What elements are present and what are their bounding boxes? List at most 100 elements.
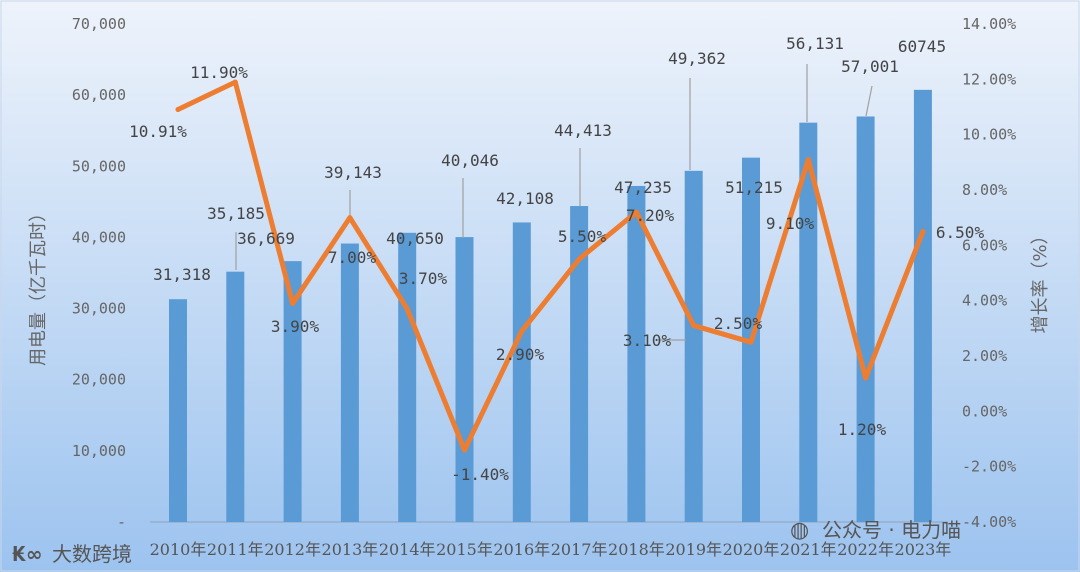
- y2-tick-label: 14.00%: [962, 15, 1016, 33]
- x-tick-label: 2014年: [379, 540, 436, 559]
- line-data-label: 7.20%: [626, 206, 675, 225]
- leader-lines: [235, 64, 873, 341]
- growth-point-2018年: [633, 209, 639, 215]
- line-data-label: 11.90%: [190, 63, 248, 82]
- y2-tick-label: 0.00%: [962, 402, 1007, 420]
- y2-tick-label: 4.00%: [962, 292, 1007, 310]
- y-tick-label: 60,000: [72, 86, 126, 104]
- y-tick-label: 20,000: [72, 371, 126, 389]
- growth-point-2013年: [347, 215, 353, 221]
- watermark-right-text: 公众号 · 电力喵: [822, 518, 961, 542]
- bar-2021年: [799, 122, 818, 522]
- watermark-left: ₭∞ 大数跨境: [12, 542, 132, 566]
- bar-data-label: 35,185: [207, 204, 265, 223]
- y-tick-label: 40,000: [72, 228, 126, 246]
- growth-point-2010年: [175, 106, 181, 112]
- y2-tick-label: -4.00%: [962, 513, 1016, 531]
- bar-data-label: 42,108: [496, 189, 554, 208]
- bar-2016年: [512, 222, 531, 523]
- bar-2012年: [283, 261, 302, 522]
- bar-data-label: 60745: [898, 37, 946, 56]
- bar-data-label: 57,001: [841, 57, 899, 76]
- growth-point-2021年: [805, 157, 811, 163]
- bar-data-label: 39,143: [324, 163, 382, 182]
- growth-point-2012年: [290, 300, 296, 306]
- growth-point-2022年: [863, 375, 869, 381]
- line-data-label: 3.10%: [623, 331, 672, 350]
- bar-2022年: [856, 116, 875, 522]
- bar-data-label: 36,669: [237, 229, 295, 248]
- bar-2023年: [913, 89, 932, 522]
- y2-tick-label: 12.00%: [962, 70, 1016, 88]
- ticks: - 10,000 20,000 30,000 40,000 50,000 60,000 70,…: [72, 15, 1016, 559]
- y2-tick-label: 2.00%: [962, 347, 1007, 365]
- y2-tick-label: 6.00%: [962, 236, 1007, 254]
- x-tick-label: 2022年: [837, 540, 894, 559]
- growth-rate-line: [175, 79, 926, 453]
- bar-data-label: 40,046: [441, 151, 499, 170]
- x-tick-label: 2020年: [723, 540, 780, 559]
- wechat-icon: ◍: [790, 518, 809, 543]
- bar-2017年: [570, 206, 589, 522]
- bar-data-label: 31,318: [153, 265, 211, 284]
- y-axis-title: 用电量（亿千瓦时）: [28, 204, 49, 366]
- y-tick-label: 50,000: [72, 157, 126, 175]
- line-data-label: 1.20%: [838, 420, 887, 439]
- x-tick-label: 2017年: [551, 540, 608, 559]
- growth-point-2015年: [462, 447, 467, 453]
- bar-data-label: 51,215: [725, 178, 783, 197]
- watermark-logo-icon: ₭∞: [12, 542, 43, 566]
- x-tick-label: 2010年: [150, 540, 207, 559]
- growth-point-2016年: [519, 328, 525, 334]
- data-labels: 31,318 35,185 36,669 39,143 40,650 40,046 42,1…: [129, 34, 984, 484]
- line-data-label: 5.50%: [558, 227, 607, 246]
- y2-tick-label: -2.00%: [962, 458, 1016, 476]
- x-tick-label: 2021年: [780, 540, 837, 559]
- line-data-label: -1.40%: [451, 465, 509, 484]
- line-data-label: 3.90%: [271, 317, 320, 336]
- x-tick-label: 2012年: [264, 540, 321, 559]
- growth-point-2023年: [920, 229, 926, 234]
- line-data-label: 2.90%: [496, 345, 545, 364]
- x-tick-label: 2016年: [493, 540, 550, 559]
- bar-data-label: 40,650: [386, 229, 444, 248]
- line-data-label: 2.50%: [714, 314, 763, 333]
- bar-2019年: [684, 170, 703, 522]
- x-tick-label: 2011年: [207, 540, 264, 559]
- line-layer: [175, 79, 926, 453]
- watermark-right: ◍ 公众号 · 电力喵: [790, 518, 961, 543]
- x-tick-label: 2013年: [322, 540, 379, 559]
- x-tick-label: 2018年: [608, 540, 665, 559]
- y2-tick-label: 8.00%: [962, 181, 1007, 199]
- x-tick-label: 2019年: [665, 540, 722, 559]
- y2-axis-title: 增长率（%）: [1030, 226, 1051, 333]
- x-tick-label: 2023年: [895, 540, 952, 559]
- x-tick-label: 2015年: [436, 540, 493, 559]
- line-data-label: 3.70%: [399, 269, 448, 288]
- bar-2018年: [627, 185, 646, 522]
- bar-2015年: [455, 237, 474, 522]
- y-tick-label: 30,000: [72, 300, 126, 318]
- growth-point-2019年: [691, 323, 697, 329]
- line-data-label: 6.50%: [936, 223, 985, 242]
- bar-2013年: [340, 243, 359, 522]
- bar-data-label: 44,413: [554, 121, 612, 140]
- y-tick-label: 10,000: [72, 442, 126, 460]
- y-tick-label: 70,000: [72, 15, 126, 33]
- growth-point-2017年: [576, 256, 582, 262]
- bar-2011年: [226, 271, 245, 522]
- line-data-label: 9.10%: [766, 214, 815, 233]
- y2-tick-label: 10.00%: [962, 126, 1016, 144]
- line-data-label: 7.00%: [328, 248, 377, 267]
- growth-point-2011年: [232, 79, 238, 85]
- growth-point-2020年: [748, 339, 754, 345]
- bar-2010年: [169, 299, 187, 522]
- line-data-label: 10.91%: [129, 122, 187, 141]
- growth-point-2014年: [404, 306, 410, 312]
- bar-data-label: 47,235: [614, 178, 672, 197]
- watermark-left-text: 大数跨境: [52, 542, 132, 566]
- bar-data-label: 56,131: [786, 34, 844, 53]
- leader-line: [865, 85, 873, 117]
- y-tick-label: -: [117, 513, 126, 531]
